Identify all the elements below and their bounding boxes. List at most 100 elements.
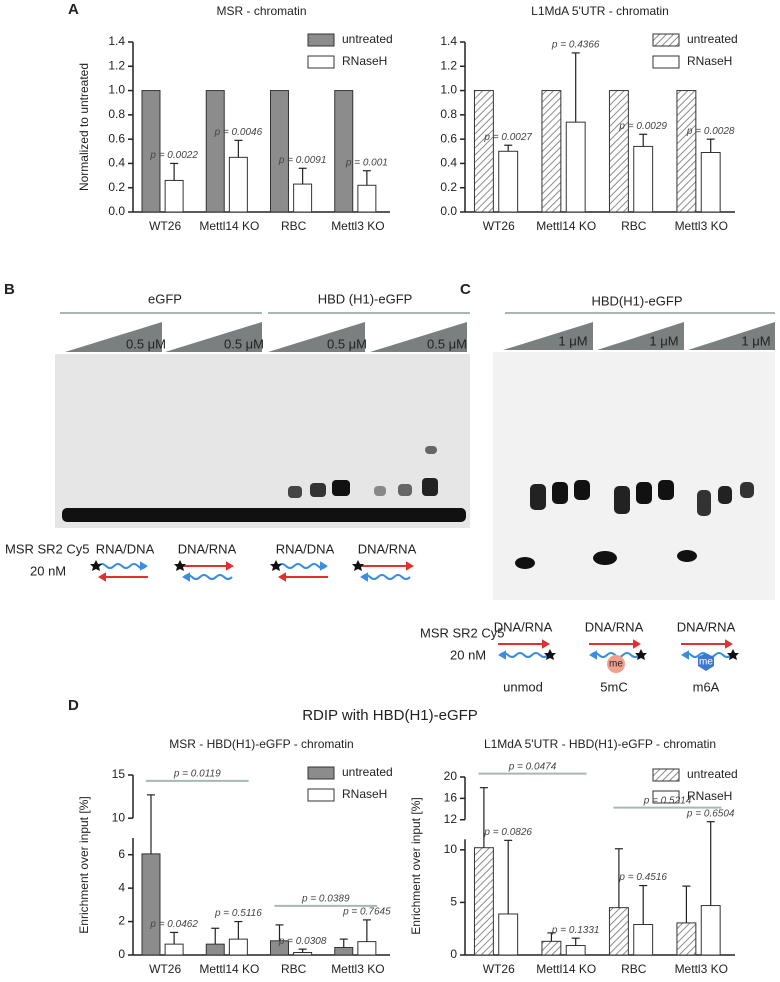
bar [633,145,654,213]
bar [565,945,586,956]
y-tick-label: 6 [118,847,125,861]
legend-swatch [652,790,680,804]
bar [498,150,519,213]
legend-label: RNaseH [342,54,387,68]
probe: MSR SR2 Cy5 [5,541,90,556]
concentration: 0.5 μM [224,336,264,351]
gel-b: eGFP HBD (H1)-eGFP 0.5 μM 0.5 μM 0.5 μM … [5,291,470,582]
legend-label: untreated [342,765,393,779]
bar [676,90,697,213]
p-value: p = 0.6504 [686,808,735,819]
modification: unmod [503,679,543,694]
y-tick-label: 0.2 [440,180,457,194]
bar [700,152,721,213]
group-label: HBD(H1)-eGFP [591,293,682,308]
bar [293,183,313,213]
group-label: HBD (H1)-eGFP [318,291,413,306]
mod-mark: me [609,659,623,670]
bar [205,943,225,956]
hybrid: RNA/DNA [276,541,335,556]
bar [565,121,586,213]
p-value: p = 0.0826 [483,827,532,838]
bar [633,923,654,956]
bar [541,90,562,213]
concentration: 1 μM [649,333,678,348]
bar [293,951,313,956]
bar [608,90,629,213]
y-tick-label: 1.2 [440,58,457,72]
x-tick-label: Mettl3 KO [331,962,384,976]
y-tick-label: 15 [112,767,126,781]
bar [141,853,161,956]
bar [357,941,377,956]
legend-swatch [307,766,335,780]
legend-label: untreated [687,32,738,46]
group-label: eGFP [148,291,182,306]
chart-title: MSR - HBD(H1)-eGFP - chromatin [169,737,353,751]
bar [473,847,494,956]
x-tick-label: RBC [281,219,307,233]
panel-label: B [4,281,15,298]
legend-label: RNaseH [687,789,732,803]
probe-conc: 20 nM [450,647,486,662]
p-value: p = 0.0091 [278,155,327,166]
hybrid: DNA/RNA [494,619,553,634]
p-value: p = 0.7645 [342,907,391,918]
bar [269,90,289,213]
x-tick-label: Mettl14 KO [199,219,259,233]
hybrid: DNA/RNA [677,619,736,634]
x-tick-label: WT26 [483,219,515,233]
legend-swatch [307,55,335,69]
panel-label: C [460,281,471,298]
p-value: p = 0.4516 [618,872,667,883]
probe-conc: 20 nM [30,563,66,578]
bar [334,90,354,213]
y-tick-label: 20 [444,769,458,783]
y-tick-label: 0.4 [108,156,125,170]
mod-mark: me [699,657,713,668]
x-tick-label: RBC [621,219,647,233]
legend-swatch [307,788,335,802]
p-value: p = 0.0027 [483,132,532,143]
concentration: 0.5 μM [427,336,467,351]
bar [205,90,225,213]
legend-swatch [652,33,680,47]
bar [141,90,161,213]
concentration: 0.5 μM [126,336,166,351]
y-tick-label: 0.6 [108,131,125,145]
bar [164,943,184,956]
bar [608,907,629,956]
y-tick-label: 4 [118,880,125,894]
p-value: p = 0.0308 [278,936,327,947]
chart-title: L1MdA 5'UTR - HBD(H1)-eGFP - chromatin [484,737,716,751]
hybrid: RNA/DNA [96,541,155,556]
y-tick-label: 0.0 [108,204,125,218]
p-value: p = 0.0022 [149,150,198,161]
x-tick-label: Mettl14 KO [536,219,596,233]
y-tick-label: 0.8 [440,107,457,121]
y-axis-label: Enrichment over input [%] [409,797,423,934]
y-tick-label: 1.2 [108,58,125,72]
y-tick-label: 1.4 [440,34,457,48]
y-tick-label: 2 [118,914,125,928]
y-tick-label: 5 [450,895,457,909]
x-tick-label: Mettl3 KO [675,219,728,233]
p-value: p = 0.1331 [551,925,600,936]
p-value: p = 0.0029 [618,121,667,132]
legend-swatch [652,768,680,782]
bar [541,940,562,956]
bar [228,156,248,213]
y-tick-label: 0.8 [108,107,125,121]
concentration: 0.5 μM [327,336,367,351]
p-value: p = 0.0462 [149,919,198,930]
y-tick-label: 1.0 [440,83,457,97]
bar [357,184,377,213]
bar [676,922,697,956]
y-tick-label: 1.0 [108,83,125,97]
legend-label: RNaseH [687,54,732,68]
x-tick-label: RBC [281,962,307,976]
y-tick-label: 0.6 [440,131,457,145]
y-tick-label: 12 [444,812,458,826]
p-value: p = 0.0046 [214,127,263,138]
concentration: 1 μM [558,333,587,348]
